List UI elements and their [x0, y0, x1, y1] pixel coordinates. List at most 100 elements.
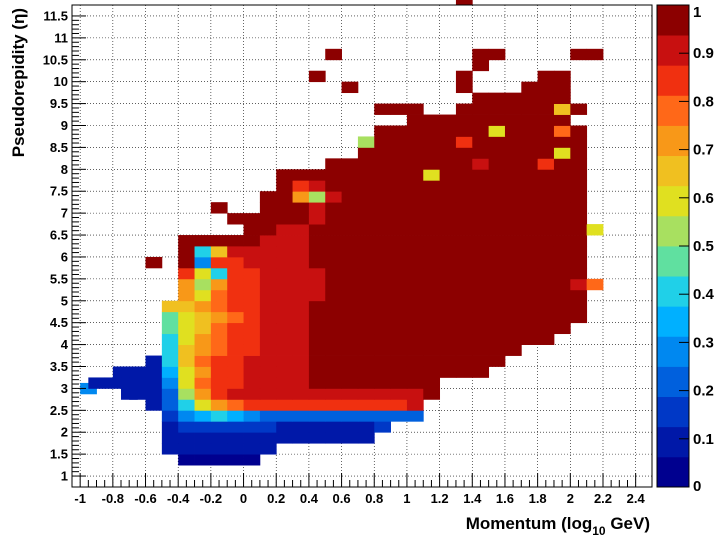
heatmap-cell: [292, 235, 310, 247]
heatmap-cell: [259, 355, 277, 367]
heatmap-cell: [423, 333, 441, 345]
heatmap-cell: [178, 366, 195, 378]
heatmap-cell: [570, 202, 588, 214]
heatmap-cell: [178, 246, 195, 258]
colorbar-segment: [657, 336, 689, 367]
heatmap-cell: [423, 300, 441, 313]
plot-frame: [71, 4, 653, 488]
heatmap-cell: [178, 322, 195, 335]
y-axis: 11.522.533.544.555.566.577.588.599.51010…: [43, 8, 86, 484]
heatmap-cell: [292, 355, 310, 367]
heatmap-cell: [357, 267, 375, 280]
heatmap-cell: [537, 70, 555, 83]
heatmap-cell: [357, 147, 375, 159]
heatmap-cell: [357, 235, 375, 247]
heatmap-cell: [325, 388, 342, 400]
heatmap-cell: [341, 366, 359, 378]
colorbar-segment: [657, 125, 689, 157]
y-tick-label: 9: [61, 118, 68, 133]
heatmap-cell: [455, 147, 473, 159]
x-tick-label: 0.4: [300, 491, 319, 506]
heatmap-cell: [161, 344, 179, 356]
x-tick-label: -1: [74, 491, 86, 506]
heatmap-cell: [423, 388, 441, 400]
heatmap-cell: [357, 399, 375, 411]
x-tick-label: -0.8: [102, 491, 124, 506]
heatmap-cell: [455, 256, 473, 269]
heatmap-cell: [341, 388, 359, 400]
heatmap-cell: [178, 410, 195, 422]
heatmap-cell: [357, 213, 375, 225]
heatmap-cell: [308, 213, 326, 225]
heatmap-cell: [194, 278, 212, 291]
heatmap-cell: [488, 103, 506, 115]
heatmap-cell: [374, 311, 391, 324]
heatmap-cell: [537, 125, 555, 137]
heatmap-cell: [488, 48, 506, 61]
heatmap-cell: [586, 224, 604, 236]
heatmap-cell: [537, 224, 555, 236]
heatmap-cell: [292, 213, 310, 225]
heatmap-cell: [423, 114, 441, 126]
heatmap-cell: [325, 377, 342, 389]
heatmap-cell: [292, 267, 310, 280]
x-tick-label: -0.2: [200, 491, 222, 506]
heatmap-cell: [194, 267, 212, 280]
heatmap-cell: [357, 180, 375, 192]
heatmap-cell: [521, 300, 539, 313]
heatmap-cell: [357, 377, 375, 389]
heatmap-cell: [259, 202, 277, 214]
heatmap-cell: [570, 103, 588, 115]
heatmap-cell: [161, 300, 179, 313]
heatmap-cell: [341, 169, 359, 181]
heatmap-cell: [374, 256, 391, 269]
heatmap-cell: [406, 344, 424, 356]
heatmap-cell: [161, 311, 179, 324]
heatmap-cell: [341, 213, 359, 225]
heatmap-cell: [553, 246, 571, 258]
heatmap-cell: [210, 344, 228, 356]
heatmap-cell: [210, 355, 228, 367]
heatmap-cell: [357, 388, 375, 400]
heatmap-cell: [259, 235, 277, 247]
x-tick-label: 2.4: [627, 491, 646, 506]
heatmap-cell: [439, 158, 457, 170]
heatmap-cell: [472, 158, 490, 170]
heatmap-cell: [341, 235, 359, 247]
heatmap-cell: [276, 235, 293, 247]
heatmap-cell: [161, 355, 179, 367]
heatmap-cell: [406, 235, 424, 247]
heatmap-cell: [455, 158, 473, 170]
heatmap-cell: [357, 169, 375, 181]
heatmap-cell: [553, 213, 571, 225]
heatmap-cell: [390, 322, 408, 335]
heatmap-cell: [455, 70, 473, 83]
heatmap-cell: [406, 256, 424, 269]
heatmap-cell: [259, 421, 277, 433]
heatmap-cell: [406, 147, 424, 159]
heatmap-cell: [406, 399, 424, 411]
heatmap-cell: [259, 300, 277, 313]
heatmap-cell: [553, 256, 571, 269]
heatmap-cell: [521, 147, 539, 159]
heatmap-cell: [308, 377, 326, 389]
heatmap-cell: [439, 191, 457, 203]
heatmap-cell: [194, 443, 212, 455]
heatmap-cell: [390, 103, 408, 115]
heatmap-cell: [374, 224, 391, 236]
heatmap-cell: [227, 289, 244, 302]
x-tick-label: 1.8: [529, 491, 547, 506]
heatmap-cell: [406, 158, 424, 170]
heatmap-cell: [227, 344, 244, 356]
heatmap-cell: [570, 180, 588, 192]
colorbar-tick-label: 1: [693, 4, 701, 21]
heatmap-cell: [325, 432, 342, 444]
x-axis-title: Momentum (log10 GeV): [466, 514, 650, 538]
heatmap-cell: [194, 333, 212, 345]
heatmap-cell: [259, 246, 277, 258]
heatmap-cell: [406, 224, 424, 236]
heatmap-cell: [325, 202, 342, 214]
heatmap-cell: [292, 366, 310, 378]
heatmap-cell: [210, 388, 228, 400]
heatmap-cell: [504, 103, 522, 115]
